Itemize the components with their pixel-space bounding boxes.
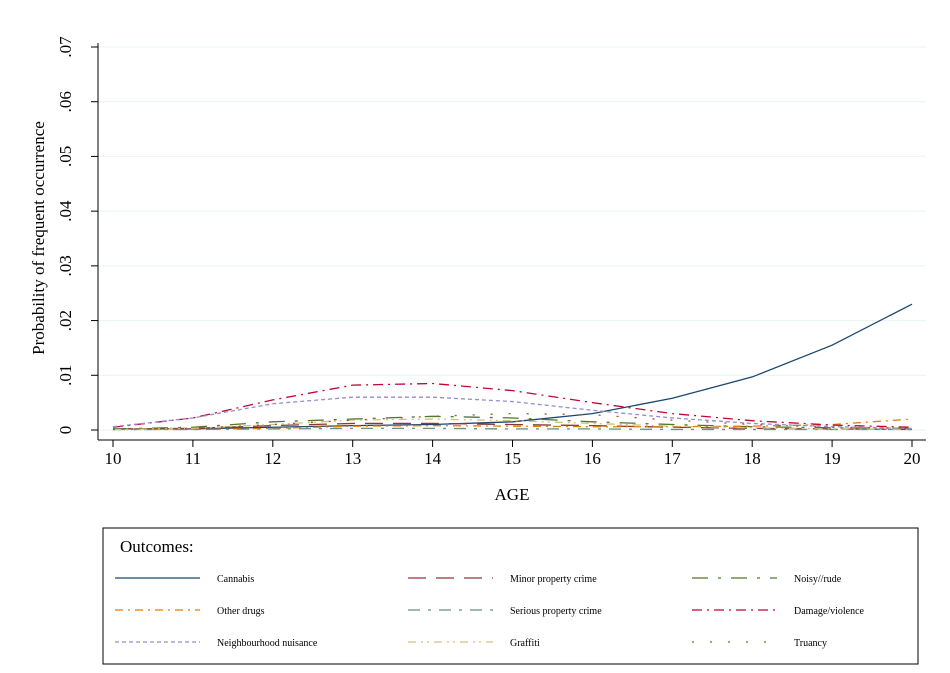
legend-label: Noisy//rude [794,574,842,585]
legend-label: Minor property crime [510,574,597,585]
x-tick-label: 11 [185,449,201,468]
legend-label: Cannabis [217,574,254,585]
y-tick-label: .07 [56,36,75,58]
x-tick-label: 18 [744,449,761,468]
legend-label: Neighbourhood nuisance [217,638,318,649]
x-tick-label: 10 [105,449,122,468]
y-axis-title: Probability of frequent occurrence [29,121,48,355]
x-axis-title: AGE [495,485,530,504]
series-line [112,415,913,430]
legend-label: Graffiti [510,638,540,649]
x-tick-label: 15 [504,449,521,468]
x-tick-label: 12 [264,449,281,468]
legend-label: Truancy [794,638,827,649]
series-line [113,303,913,430]
series-line [112,418,913,431]
legend-label: Other drugs [217,606,265,617]
x-tick-label: 14 [424,449,442,468]
legend-box [102,527,919,665]
y-tick-label: .03 [56,255,75,276]
series-line [112,382,913,428]
y-tick-label: .05 [56,146,75,167]
series-line [112,422,913,431]
x-tick-label: 16 [584,449,601,468]
series-line [112,396,913,430]
legend-label: Serious property crime [510,606,602,617]
y-tick-label: .04 [56,200,75,222]
legend-title: Outcomes: [120,537,194,556]
legend-label: Damage/violence [794,606,865,617]
series-line [113,427,912,431]
y-tick-label: .06 [56,91,75,112]
series-line [112,412,913,431]
y-tick-label: 0 [56,426,75,435]
x-tick-label: 13 [344,449,361,468]
x-tick-label: 19 [824,449,841,468]
x-tick-label: 20 [904,449,921,468]
y-tick-label: .01 [56,365,75,386]
y-tick-label: .02 [56,310,75,331]
x-tick-label: 17 [664,449,682,468]
